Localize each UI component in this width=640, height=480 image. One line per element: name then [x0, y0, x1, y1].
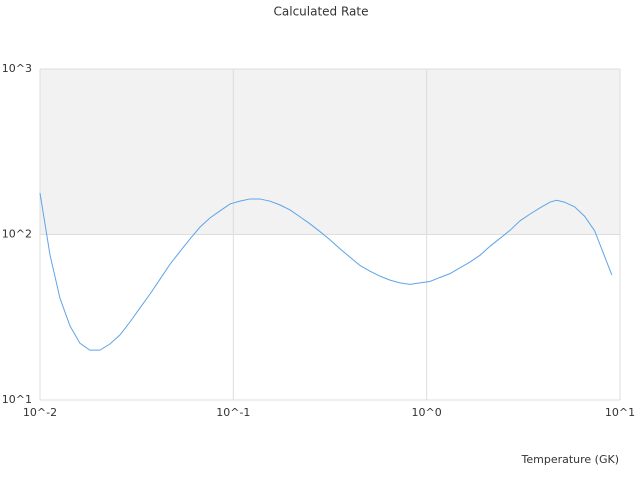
x-tick-label: 10^0 [412, 406, 442, 419]
y-tick-label: 10^2 [2, 228, 32, 241]
x-axis-label: Temperature (GK) [521, 453, 620, 466]
y-tick-label: 10^1 [2, 393, 32, 406]
x-tick-label: 10^1 [605, 406, 635, 419]
x-tick-label: 10^-2 [23, 406, 57, 419]
y-tick-label: 10^3 [2, 62, 32, 75]
chart-title: Calculated Rate [274, 5, 369, 19]
plot-band [40, 69, 620, 235]
x-tick-label: 10^-1 [216, 406, 250, 419]
data-line [39, 192, 613, 351]
